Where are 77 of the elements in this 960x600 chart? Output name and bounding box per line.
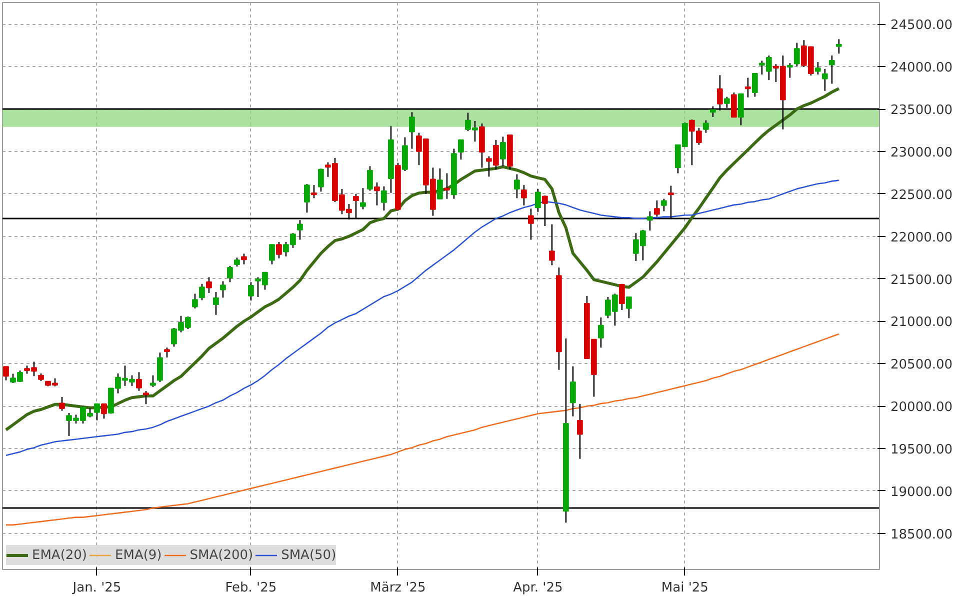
legend-label: SMA(200) <box>190 548 254 562</box>
candlestick <box>702 120 709 134</box>
y-tick-label: 19500.00 <box>890 442 953 458</box>
candlestick <box>836 38 842 54</box>
x-tick-label: Jan. '25 <box>72 580 122 596</box>
line-series <box>5 333 840 526</box>
candlestick <box>241 253 247 265</box>
y-tick-label: 20000.00 <box>890 400 953 416</box>
candlestick <box>150 374 156 388</box>
candlestick <box>514 174 520 199</box>
y-tick-label: 24000.00 <box>890 60 953 76</box>
candlestick <box>786 62 793 78</box>
candlestick <box>206 276 212 294</box>
candlestick <box>794 42 800 67</box>
x-tick-label: März '25 <box>370 580 426 596</box>
candlestick <box>570 366 576 417</box>
candlestick <box>318 168 324 192</box>
candlestick <box>437 168 443 200</box>
candlestick <box>220 280 226 298</box>
y-tick-label: 18500.00 <box>890 527 953 542</box>
candlestick <box>822 68 828 92</box>
candlestick <box>744 77 751 98</box>
candlestick <box>458 139 464 160</box>
candlestick <box>618 283 625 311</box>
candlestick <box>227 265 233 283</box>
y-tick-label: 24500.00 <box>890 18 953 34</box>
candlestick <box>660 198 667 212</box>
candlestick <box>157 352 163 383</box>
y-tick-label: 23500.00 <box>890 103 953 118</box>
candlestick <box>444 172 450 200</box>
candlestick <box>534 188 541 213</box>
x-tick-label: Feb. '25 <box>225 580 277 596</box>
candlestick <box>576 403 583 460</box>
candlestick <box>520 184 527 206</box>
candlestick <box>374 182 380 206</box>
candlestick <box>136 372 142 392</box>
y-tick-label: 21500.00 <box>890 272 953 288</box>
x-tick-label: Mai '25 <box>661 580 708 596</box>
candlestick <box>752 72 758 98</box>
candlestick <box>269 244 275 265</box>
candlestick <box>276 241 282 259</box>
candlestick <box>409 112 415 150</box>
candlestick <box>367 166 373 192</box>
line-series <box>4 87 840 432</box>
candlestick <box>626 296 632 319</box>
candlestick <box>101 403 107 420</box>
y-tick-label: 22000.00 <box>890 230 953 246</box>
candlestick <box>598 316 604 348</box>
candlestick <box>143 390 149 405</box>
candlestick <box>3 366 9 381</box>
candlestick <box>164 346 170 358</box>
candlestick <box>59 396 65 412</box>
candlestick <box>192 293 198 310</box>
legend-label: EMA(9) <box>115 548 162 562</box>
candlestick <box>304 183 310 214</box>
candlestick <box>381 186 387 212</box>
y-tick-label: 22500.00 <box>890 188 953 203</box>
legend-label: SMA(50) <box>281 548 336 562</box>
legend-label: EMA(20) <box>32 548 88 562</box>
y-tick-label: 20500.00 <box>890 358 953 373</box>
x-tick-label: Apr. '25 <box>513 580 563 596</box>
candlestick <box>654 200 660 218</box>
candlestick <box>500 136 506 167</box>
candlestick <box>828 54 835 84</box>
candlestick <box>402 136 408 172</box>
candlestick <box>814 61 821 76</box>
y-tick-label: 23000.00 <box>890 145 953 160</box>
candlestick <box>199 283 205 301</box>
y-tick-label: 19000.00 <box>890 484 953 500</box>
candlestick <box>94 403 100 421</box>
line-series <box>5 180 840 456</box>
y-tick-label: 21000.00 <box>890 315 953 330</box>
candlestick <box>548 224 555 266</box>
candlestick <box>360 187 366 210</box>
candlestick <box>248 282 254 302</box>
candlestick <box>213 291 219 316</box>
candlestick <box>311 184 317 199</box>
